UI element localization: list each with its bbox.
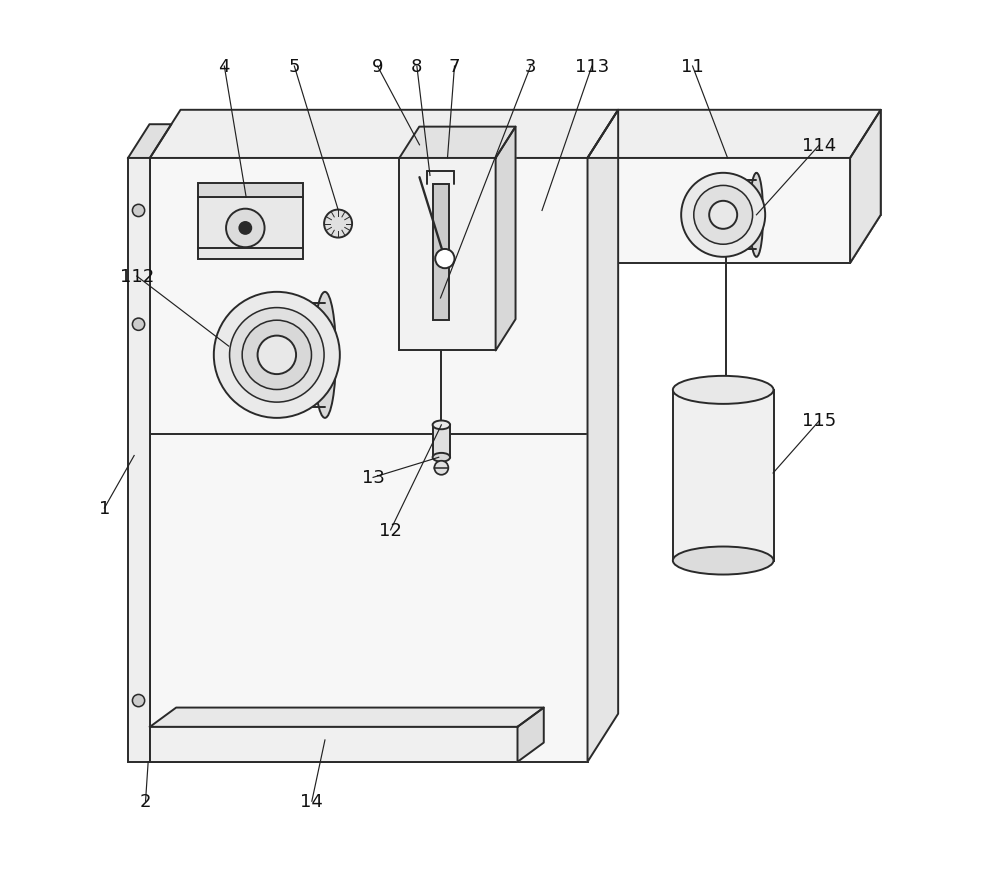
Bar [128, 159, 150, 762]
Circle shape [434, 461, 448, 475]
Ellipse shape [242, 321, 311, 390]
Bar [433, 185, 449, 320]
Text: 12: 12 [379, 521, 402, 539]
Ellipse shape [433, 421, 450, 430]
Bar [673, 390, 774, 561]
Circle shape [132, 318, 145, 331]
Ellipse shape [750, 174, 763, 258]
Circle shape [132, 695, 145, 707]
Circle shape [435, 250, 454, 269]
Bar [150, 159, 588, 762]
Circle shape [709, 202, 737, 230]
Ellipse shape [673, 547, 774, 575]
Text: 114: 114 [802, 137, 837, 154]
Polygon shape [399, 127, 516, 159]
Ellipse shape [314, 293, 336, 418]
Circle shape [324, 210, 352, 239]
Polygon shape [518, 708, 544, 762]
Bar [150, 727, 518, 762]
Polygon shape [150, 111, 618, 159]
Bar [198, 184, 303, 198]
Polygon shape [588, 111, 618, 762]
Bar [399, 159, 496, 351]
Ellipse shape [214, 293, 340, 418]
Ellipse shape [694, 186, 753, 245]
Text: 14: 14 [300, 792, 323, 810]
Circle shape [239, 223, 251, 235]
Text: 11: 11 [681, 58, 704, 76]
Ellipse shape [673, 376, 774, 404]
Polygon shape [850, 111, 881, 264]
Polygon shape [496, 127, 516, 351]
Bar [588, 159, 850, 264]
Text: 2: 2 [140, 792, 151, 810]
Ellipse shape [433, 453, 450, 462]
Text: 13: 13 [362, 469, 385, 487]
Ellipse shape [681, 174, 765, 258]
Text: 113: 113 [575, 58, 609, 76]
Polygon shape [150, 708, 544, 727]
Text: 4: 4 [219, 58, 230, 76]
Polygon shape [128, 125, 171, 159]
Circle shape [226, 210, 265, 248]
Text: 3: 3 [525, 58, 536, 76]
Circle shape [258, 336, 296, 374]
Circle shape [132, 205, 145, 217]
Text: 115: 115 [802, 412, 837, 430]
Text: 5: 5 [289, 58, 300, 76]
Bar [433, 425, 450, 458]
Polygon shape [588, 111, 881, 159]
Text: 8: 8 [411, 58, 423, 76]
Bar [198, 198, 303, 260]
Text: 7: 7 [449, 58, 460, 76]
Text: 1: 1 [99, 499, 110, 517]
Text: 112: 112 [120, 267, 154, 286]
Ellipse shape [230, 308, 324, 403]
Text: 9: 9 [372, 58, 383, 76]
